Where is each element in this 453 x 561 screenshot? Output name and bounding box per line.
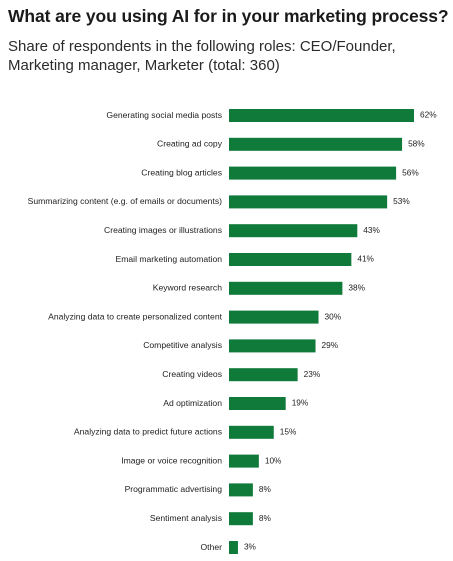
value-label: 62%	[420, 110, 437, 120]
category-label: Creating ad copy	[157, 139, 223, 149]
bar	[229, 166, 397, 180]
category-label: Analyzing data to predict future actions	[74, 427, 222, 437]
value-label: 38%	[348, 282, 365, 292]
value-label: 8%	[259, 513, 272, 523]
category-label: Keyword research	[153, 283, 222, 293]
bar	[229, 368, 298, 382]
value-label: 19%	[292, 398, 309, 408]
bar	[229, 224, 358, 238]
bar	[229, 137, 403, 151]
bar	[229, 109, 414, 122]
bar	[229, 483, 253, 497]
value-label: 43%	[363, 225, 380, 235]
category-label: Image or voice recognition	[121, 455, 222, 465]
value-label: 58%	[408, 138, 425, 148]
category-label: Creating blog articles	[141, 167, 222, 177]
value-label: 3%	[244, 542, 257, 552]
category-label: Sentiment analysis	[150, 513, 222, 523]
category-label: Analyzing data to create personalized co…	[48, 311, 223, 321]
category-label: Ad optimization	[163, 398, 222, 408]
bar	[229, 397, 286, 410]
bar	[229, 253, 352, 266]
bar	[229, 425, 274, 439]
bar	[229, 339, 316, 353]
category-label: Other	[201, 542, 223, 552]
bar	[229, 512, 253, 526]
category-label: Creating images or illustrations	[104, 225, 222, 235]
chart-subtitle: Share of respondents in the following ro…	[8, 38, 396, 74]
bar	[229, 195, 388, 209]
value-label: 8%	[259, 484, 272, 494]
category-label: Generating social media posts	[106, 110, 222, 120]
value-label: 41%	[357, 254, 374, 264]
value-label: 30%	[325, 311, 342, 321]
value-label: 29%	[322, 340, 339, 350]
value-label: 23%	[304, 369, 321, 379]
category-label: Programmatic advertising	[125, 484, 223, 494]
bar	[229, 281, 343, 295]
value-label: 15%	[280, 426, 297, 436]
category-label: Email marketing automation	[115, 254, 222, 264]
category-label: Competitive analysis	[143, 340, 222, 350]
category-label: Creating videos	[162, 369, 222, 379]
category-label: Summarizing content (e.g. of emails or d…	[28, 196, 223, 206]
value-label: 10%	[265, 455, 282, 465]
value-label: 56%	[402, 167, 419, 177]
bar	[229, 454, 259, 468]
bar	[229, 310, 319, 324]
value-label: 53%	[393, 196, 410, 206]
bar	[229, 541, 238, 554]
chart-title: What are you using AI for in your market…	[8, 6, 449, 26]
